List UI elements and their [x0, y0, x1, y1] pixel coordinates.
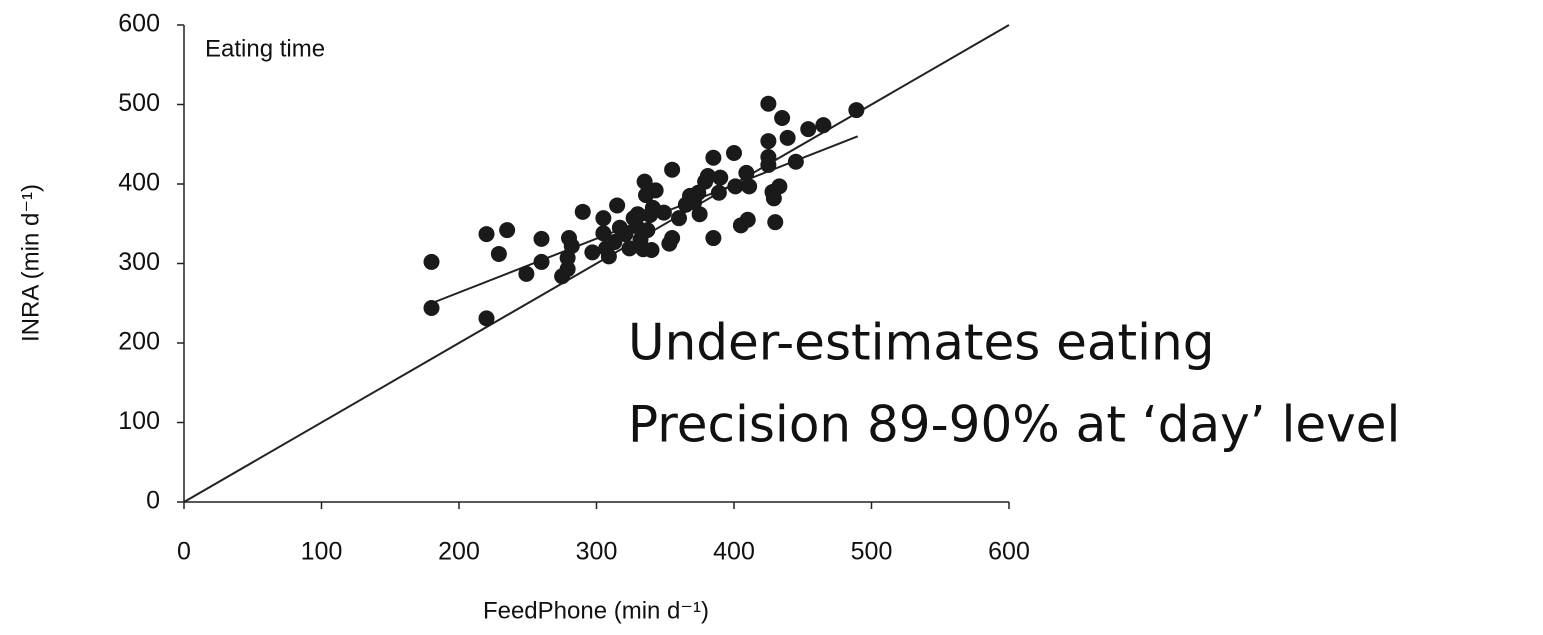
- x-tick-label: 400: [713, 538, 755, 566]
- point: [621, 240, 638, 257]
- point: [800, 121, 817, 138]
- point: [767, 214, 784, 231]
- point: [636, 173, 653, 190]
- point: [699, 168, 716, 185]
- chart-title: Eating time: [205, 35, 325, 62]
- point: [774, 110, 791, 127]
- x-tick-label: 200: [438, 538, 480, 566]
- point: [609, 197, 626, 214]
- point: [595, 210, 612, 227]
- point: [726, 144, 742, 161]
- point: [671, 210, 687, 227]
- point: [554, 268, 571, 285]
- point: [712, 169, 729, 186]
- x-axis-label: FeedPhone (min d⁻¹): [483, 597, 709, 624]
- point: [600, 248, 617, 265]
- point: [815, 117, 832, 134]
- annotation: Precision 89-90% at ‘day’ level: [628, 396, 1400, 454]
- y-tick-label: 0: [146, 487, 160, 515]
- y-axis-label: INRA (min d⁻¹): [17, 184, 44, 342]
- point: [606, 234, 623, 251]
- y-tick-label: 500: [118, 89, 160, 117]
- point: [848, 102, 865, 119]
- point: [664, 230, 681, 247]
- point: [533, 230, 550, 247]
- point: [423, 300, 440, 317]
- x-tick-label: 600: [988, 538, 1030, 566]
- point: [639, 222, 656, 239]
- x-tick-label: 100: [301, 538, 343, 566]
- y-tick-label: 400: [118, 169, 160, 197]
- point: [705, 149, 722, 166]
- point: [490, 245, 507, 262]
- point: [760, 133, 777, 150]
- point: [584, 244, 601, 261]
- y-tick-label: 200: [118, 328, 160, 356]
- point: [643, 241, 660, 258]
- point: [760, 95, 777, 112]
- point: [710, 184, 727, 201]
- point: [741, 178, 758, 195]
- point: [738, 164, 755, 181]
- point: [760, 156, 777, 173]
- point: [727, 178, 744, 195]
- point: [629, 206, 646, 223]
- y-tick-label: 300: [118, 248, 160, 276]
- point: [705, 230, 722, 247]
- point: [595, 225, 612, 242]
- point: [787, 153, 804, 170]
- annotation: Under-estimates eating: [628, 314, 1214, 372]
- point: [765, 190, 782, 207]
- point: [664, 161, 681, 178]
- point: [739, 211, 756, 228]
- point: [574, 203, 591, 220]
- point: [655, 204, 672, 221]
- point: [691, 206, 708, 223]
- x-tick-label: 0: [177, 538, 191, 566]
- point: [617, 226, 634, 243]
- x-tick-label: 500: [851, 538, 893, 566]
- point: [423, 253, 440, 270]
- point: [779, 129, 796, 146]
- fit-line: [183, 24, 1010, 503]
- point: [771, 178, 788, 195]
- x-tick-label: 300: [576, 538, 618, 566]
- y-tick-label: 600: [118, 10, 160, 38]
- point: [478, 226, 495, 243]
- y-tick-label: 100: [118, 407, 160, 435]
- point: [499, 222, 516, 239]
- point: [478, 310, 495, 327]
- point: [647, 182, 664, 199]
- point: [533, 253, 550, 270]
- point: [559, 249, 576, 266]
- point: [518, 265, 535, 282]
